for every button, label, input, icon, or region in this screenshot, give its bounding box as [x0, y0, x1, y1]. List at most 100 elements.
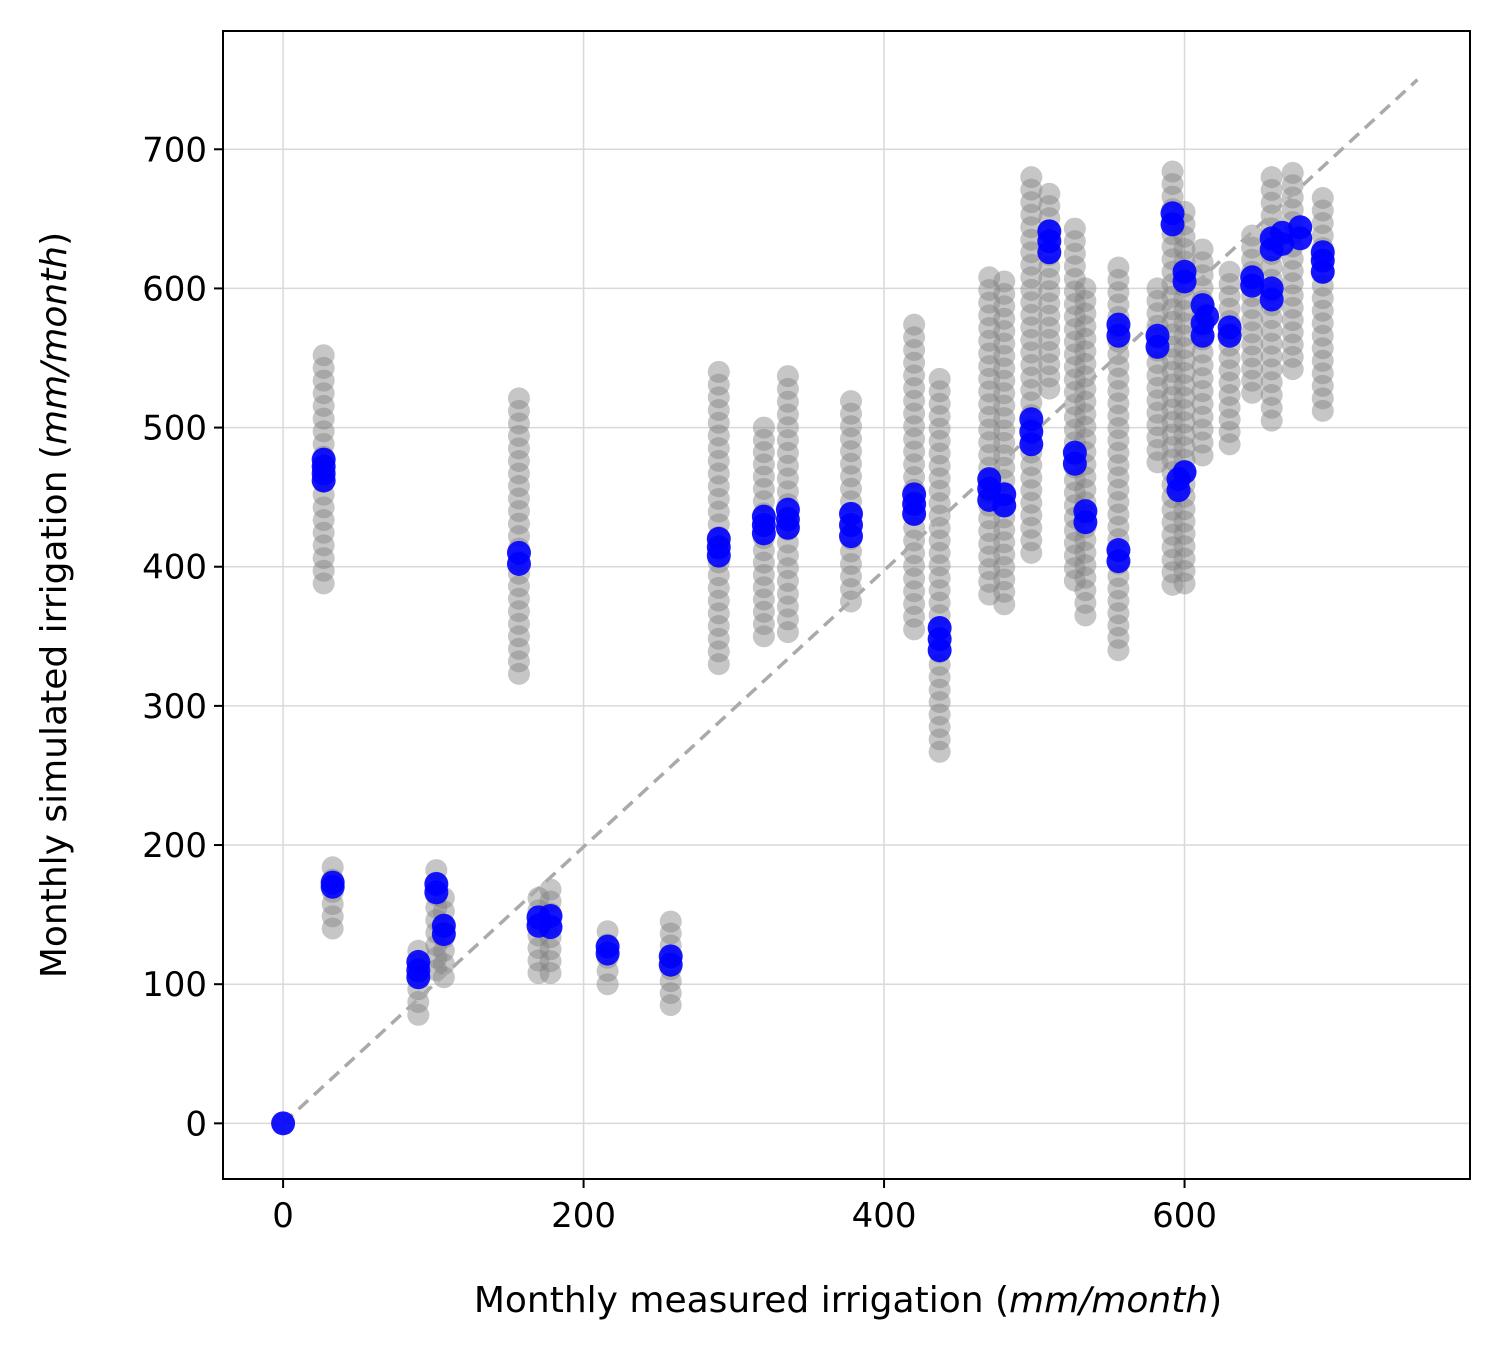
ticks: 0 200 400 600 0 100 200 300 400 500 600 700 [142, 130, 1217, 1236]
ensemble-point [1107, 614, 1130, 637]
ensemble-point [928, 703, 951, 726]
ensemble-point [903, 427, 926, 450]
ensemble-point [1161, 423, 1184, 446]
ensemble-point [1020, 479, 1043, 502]
highlight-point [1160, 201, 1185, 226]
ensemble-point [928, 380, 951, 403]
ensemble-point [1107, 602, 1130, 625]
ensemble-point [1107, 466, 1130, 489]
x-tick-label-0: 0 [272, 1196, 294, 1236]
ensemble-point [1074, 604, 1097, 627]
ensemble-point [903, 592, 926, 615]
ensemble-point [1311, 186, 1334, 209]
ensemble-point [1311, 337, 1334, 360]
ensemble-point [707, 640, 730, 663]
ensemble-point [1146, 401, 1169, 424]
ensemble-point [1038, 328, 1061, 351]
ensemble-point [596, 959, 619, 982]
ensemble-point [539, 962, 562, 985]
ensemble-point [507, 512, 530, 535]
ensemble-point [1161, 160, 1184, 183]
highlight-point [271, 1111, 296, 1136]
highlight-point [1172, 259, 1197, 284]
ensemble-point [1063, 544, 1086, 567]
ensemble-point [1020, 166, 1043, 189]
ensemble-point [1281, 284, 1304, 307]
ensemble-point [1020, 366, 1043, 389]
highlight-point [706, 526, 731, 551]
ensemble-point [978, 304, 1001, 327]
highlight-point [1310, 240, 1335, 265]
ensemble-point [1074, 327, 1097, 350]
ensemble-point [993, 332, 1016, 355]
ensemble-point [1038, 341, 1061, 364]
ensemble-point [1241, 309, 1264, 332]
ensemble-point [1020, 203, 1043, 226]
ensemble-point [1241, 236, 1264, 259]
ensemble-point [840, 565, 863, 588]
ensemble-point [707, 564, 730, 587]
ensemble-point [978, 520, 1001, 543]
ensemble-point [1038, 316, 1061, 339]
ensemble-point [1191, 405, 1214, 428]
ensemble-point [1020, 278, 1043, 301]
ensemble-point [1161, 360, 1184, 383]
ensemble-point [1038, 292, 1061, 315]
ensemble-point [1218, 273, 1241, 296]
ensemble-point [312, 534, 335, 557]
ensemble-point [1173, 349, 1196, 372]
ensemble-point [1020, 291, 1043, 314]
ensemble-point [1260, 332, 1283, 355]
ensemble-point [903, 313, 926, 336]
ensemble-point [707, 424, 730, 447]
highlight-point [1073, 499, 1098, 524]
ensemble-point [978, 405, 1001, 428]
ensemble-point [928, 367, 951, 390]
ensemble-point [527, 949, 550, 972]
ensemble-point [1218, 347, 1241, 370]
ensemble-point [928, 541, 951, 564]
ensemble-point [752, 539, 775, 562]
x-tick-label-2: 400 [852, 1196, 917, 1236]
ensemble-point [928, 405, 951, 428]
ensemble-point [1218, 297, 1241, 320]
ensemble-point [993, 531, 1016, 554]
ensemble-point [978, 266, 1001, 289]
ensemble-point [1107, 577, 1130, 600]
ensemble-point [1020, 516, 1043, 539]
ensemble-point [1191, 431, 1214, 454]
ensemble-point [1218, 260, 1241, 283]
ensemble-point [776, 480, 799, 503]
highlight-point [977, 467, 1002, 492]
ensemble-point [978, 342, 1001, 365]
ensemble-point [1281, 260, 1304, 283]
ensemble-point [1311, 199, 1334, 222]
highlight-point [320, 870, 345, 895]
ensemble-point [707, 653, 730, 676]
ensemble-point [707, 437, 730, 460]
ensemble-point [1161, 298, 1184, 321]
y-axis-label: Monthly simulated irrigation (mm/month) [34, 232, 75, 978]
ensemble-point [1107, 441, 1130, 464]
ensemble-point [993, 282, 1016, 305]
ensemble-point [978, 393, 1001, 416]
highlight-point [1106, 312, 1131, 337]
ensemble-point [312, 394, 335, 417]
ensemble-point [1146, 302, 1169, 325]
y-tick-label-4: 400 [142, 548, 207, 588]
ensemble-point [1020, 529, 1043, 552]
ensemble-point [312, 559, 335, 582]
ensemble-point [928, 579, 951, 602]
ensemble-point [1146, 277, 1169, 300]
ensemble-point [1074, 528, 1097, 551]
ensemble-point [1074, 340, 1097, 363]
y-tick-label-0: 0 [185, 1104, 207, 1144]
ensemble-point [1218, 396, 1241, 419]
highlight-point [751, 504, 776, 529]
ensemble-point [1218, 408, 1241, 431]
highlight-point [406, 949, 431, 974]
ensemble-point [776, 429, 799, 452]
ensemble-point [707, 615, 730, 638]
ensemble-point [776, 569, 799, 592]
ensemble-point [1161, 498, 1184, 521]
